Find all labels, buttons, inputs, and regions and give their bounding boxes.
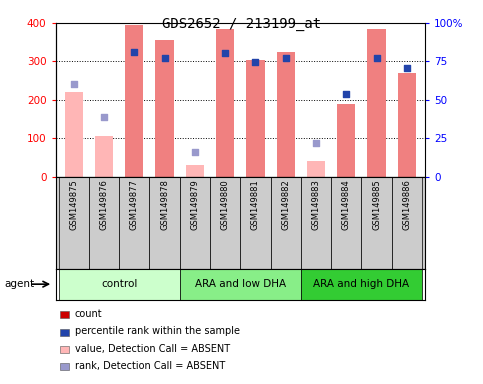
Text: GSM149877: GSM149877 — [130, 179, 139, 230]
Bar — [307, 161, 325, 177]
Bar — [89, 177, 119, 269]
Text: GSM149885: GSM149885 — [372, 179, 381, 230]
Bar — [65, 92, 83, 177]
Point — [252, 59, 259, 65]
Bar — [392, 177, 422, 269]
Text: GSM149884: GSM149884 — [342, 179, 351, 230]
Bar — [301, 177, 331, 269]
Bar — [337, 104, 355, 177]
Bar — [210, 177, 241, 269]
Point — [161, 55, 169, 61]
Bar — [270, 177, 301, 269]
Text: count: count — [75, 309, 102, 319]
Bar — [361, 177, 392, 269]
Text: GSM149886: GSM149886 — [402, 179, 412, 230]
Point — [191, 149, 199, 155]
Bar — [60, 363, 69, 370]
Bar — [398, 73, 416, 177]
Point — [130, 49, 138, 55]
Text: GSM149881: GSM149881 — [251, 179, 260, 230]
Text: GSM149879: GSM149879 — [190, 179, 199, 230]
Text: control: control — [101, 279, 137, 289]
Bar — [180, 269, 301, 300]
Text: value, Detection Call = ABSENT: value, Detection Call = ABSENT — [75, 344, 230, 354]
Point — [373, 55, 381, 61]
Bar — [246, 60, 265, 177]
Bar — [277, 52, 295, 177]
Bar — [180, 177, 210, 269]
Point — [221, 50, 229, 56]
Text: GSM149878: GSM149878 — [160, 179, 169, 230]
Bar — [58, 269, 180, 300]
Point — [312, 140, 320, 146]
Bar — [186, 165, 204, 177]
Text: percentile rank within the sample: percentile rank within the sample — [75, 326, 240, 336]
Bar — [216, 29, 234, 177]
Bar — [58, 177, 89, 269]
Bar — [60, 311, 69, 318]
Text: ARA and low DHA: ARA and low DHA — [195, 279, 286, 289]
Text: GSM149882: GSM149882 — [281, 179, 290, 230]
Point — [100, 114, 108, 120]
Point — [342, 91, 350, 97]
Bar — [119, 177, 149, 269]
Bar — [331, 177, 361, 269]
Text: GSM149876: GSM149876 — [99, 179, 109, 230]
Text: ARA and high DHA: ARA and high DHA — [313, 279, 410, 289]
Bar — [125, 25, 143, 177]
Bar — [95, 136, 113, 177]
Bar — [241, 177, 270, 269]
Text: GSM149875: GSM149875 — [69, 179, 78, 230]
Text: GDS2652 / 213199_at: GDS2652 / 213199_at — [162, 17, 321, 31]
Text: GSM149883: GSM149883 — [312, 179, 321, 230]
Bar — [60, 329, 69, 336]
Bar — [60, 346, 69, 353]
Point — [282, 55, 290, 61]
Bar — [156, 40, 174, 177]
Text: GSM149880: GSM149880 — [221, 179, 229, 230]
Bar — [368, 29, 385, 177]
Point — [403, 65, 411, 71]
Text: agent: agent — [5, 279, 35, 289]
Point — [70, 81, 78, 88]
Bar — [149, 177, 180, 269]
Bar — [301, 269, 422, 300]
Text: rank, Detection Call = ABSENT: rank, Detection Call = ABSENT — [75, 361, 225, 371]
